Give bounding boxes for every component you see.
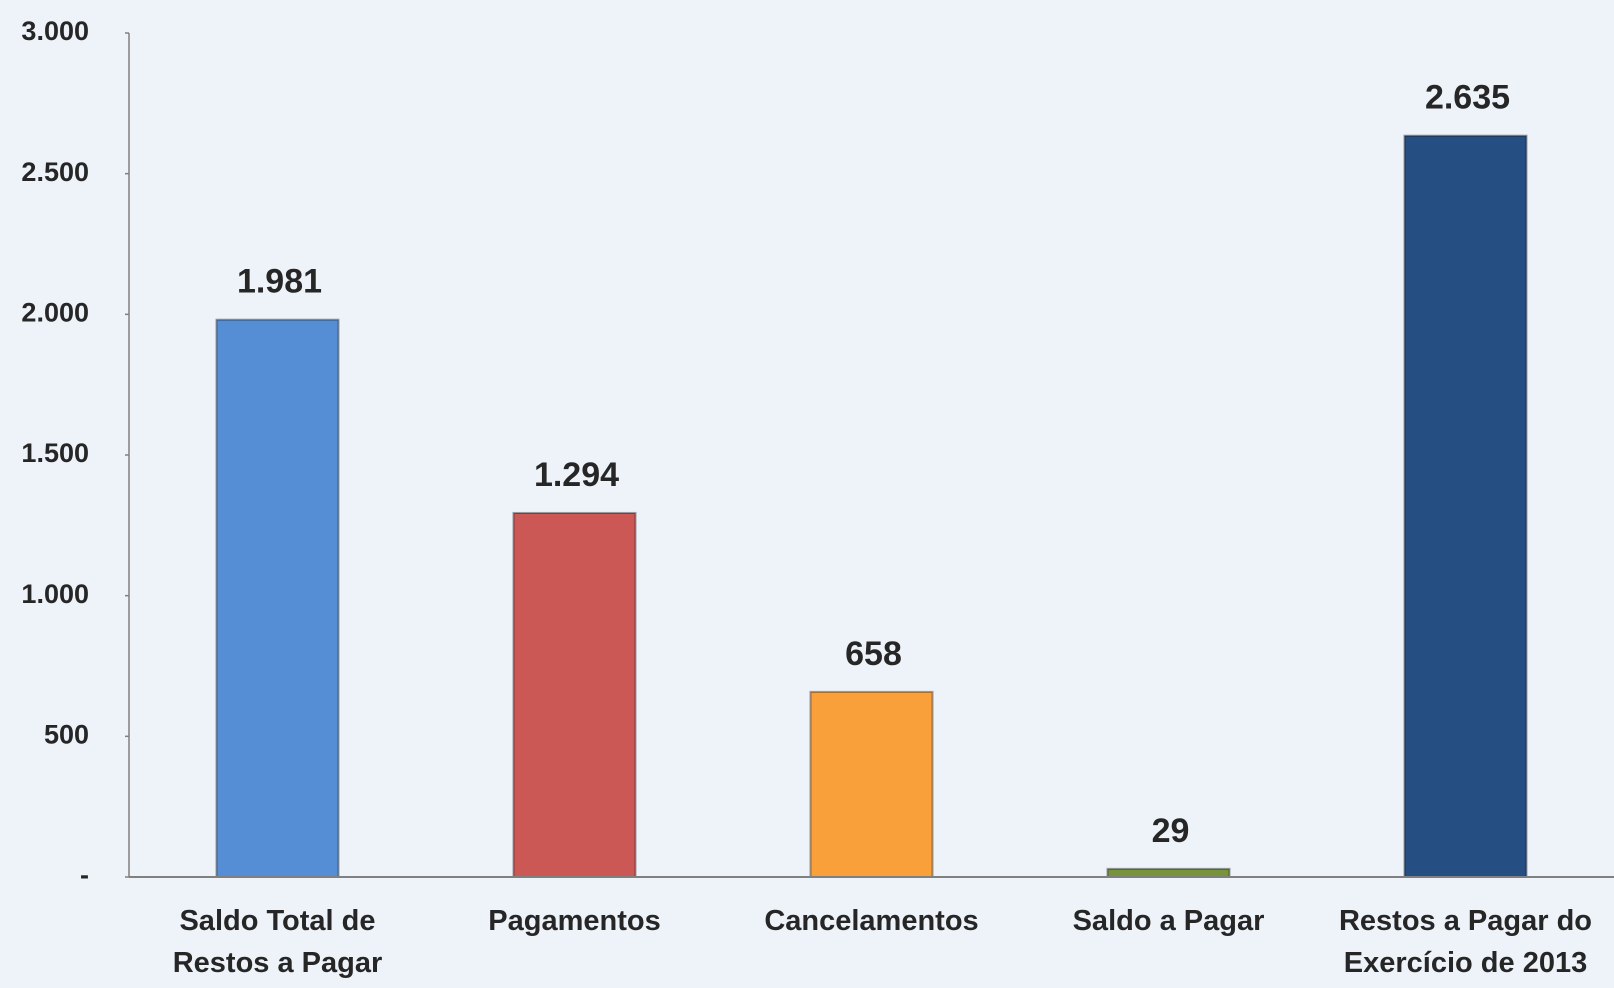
x-tick-label: Saldo a Pagar: [1072, 905, 1265, 937]
data-label: 658: [845, 635, 902, 673]
data-label: 1.981: [237, 263, 322, 301]
x-tick-label: Restos a Pagar do Exercício de 2013: [1338, 905, 1593, 979]
data-label: 1.294: [534, 456, 619, 494]
y-tick-label: -: [80, 860, 89, 890]
bar: [1106, 867, 1231, 878]
y-tick-label: 1.000: [21, 579, 89, 609]
data-label: 2.635: [1425, 79, 1510, 117]
y-tick-label: 2.500: [21, 157, 89, 187]
x-tick-label: Cancelamentos: [764, 905, 979, 937]
bar: [1403, 134, 1528, 879]
y-tick-label: 3.000: [21, 16, 89, 46]
y-tick-label: 500: [44, 719, 89, 749]
data-label: 29: [1152, 812, 1190, 850]
x-tick-label: Saldo Total de Restos a Pagar: [172, 905, 383, 979]
bar: [512, 511, 637, 878]
y-tick-label: 2.000: [21, 297, 89, 327]
bar: [215, 318, 340, 879]
bar: [809, 690, 934, 879]
y-tick-label: 1.500: [21, 438, 89, 468]
x-tick-label: Pagamentos: [488, 905, 661, 937]
